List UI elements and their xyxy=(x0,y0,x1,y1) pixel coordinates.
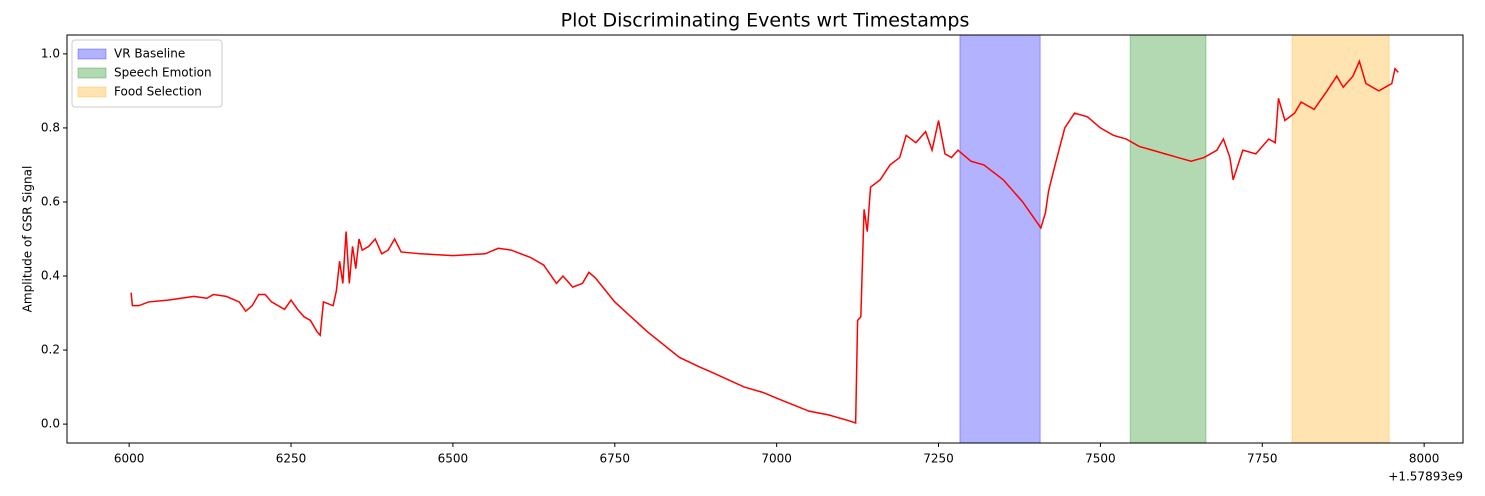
x-tick-label: 6750 xyxy=(600,452,631,466)
y-tick-label: 0.2 xyxy=(41,343,60,357)
event-span xyxy=(1291,34,1390,444)
legend-swatch xyxy=(77,67,107,79)
y-tick-label: 1.0 xyxy=(41,46,60,60)
y-axis-label: Amplitude of GSR Signal xyxy=(21,166,35,313)
x-offset-label: +1.57893e9 xyxy=(1388,470,1463,484)
legend-label: Speech Emotion xyxy=(114,66,212,80)
x-tick-label: 7000 xyxy=(761,452,792,466)
legend-label: Food Selection xyxy=(114,85,202,99)
plot-frame xyxy=(66,34,1464,444)
x-tick-label: 7250 xyxy=(923,452,954,466)
legend-swatch xyxy=(77,48,107,60)
y-tick-label: 0.4 xyxy=(41,269,60,283)
data-line xyxy=(130,59,1399,425)
x-tick-label: 8000 xyxy=(1409,452,1440,466)
chart-title: Plot Discriminating Events wrt Timestamp… xyxy=(561,10,970,32)
y-tick-label: 0.0 xyxy=(41,417,60,431)
x-tick-label: 7750 xyxy=(1247,452,1278,466)
x-tick-label: 6500 xyxy=(438,452,469,466)
x-tick-label: 6000 xyxy=(114,452,145,466)
legend-label: VR Baseline xyxy=(114,47,185,61)
x-tick-label: 7500 xyxy=(1085,452,1116,466)
y-tick-label: 0.6 xyxy=(41,194,60,208)
legend-swatch xyxy=(77,86,107,98)
event-span xyxy=(959,34,1041,444)
x-tick-label: 6250 xyxy=(276,452,307,466)
y-tick-label: 0.8 xyxy=(41,120,60,134)
event-span xyxy=(1129,34,1207,444)
legend-box xyxy=(71,39,223,108)
